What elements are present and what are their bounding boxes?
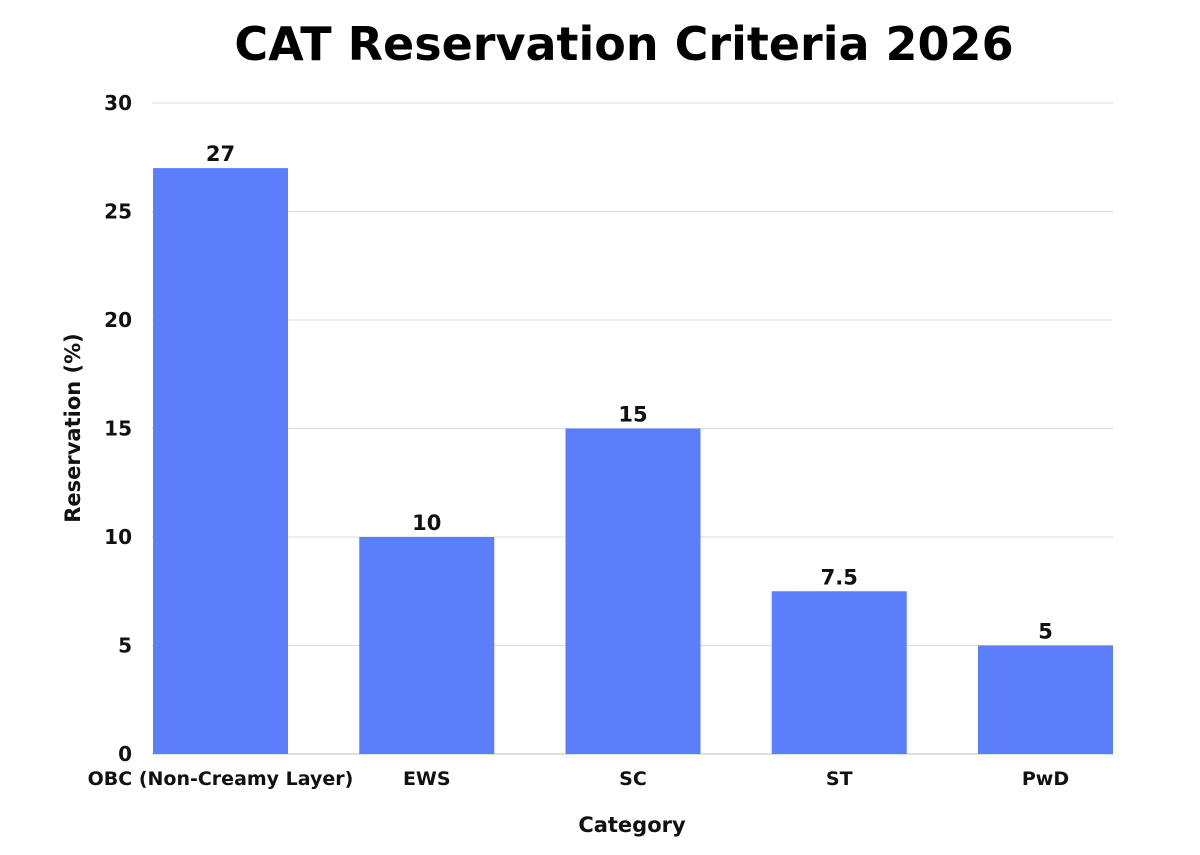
data-label-4: 5: [1038, 620, 1053, 644]
data-label-1: 10: [412, 511, 441, 535]
y-tick-label-10: 10: [104, 525, 132, 549]
y-axis-ticks: 0 5 10 15 20 25 30: [104, 91, 132, 766]
bar-st: [771, 591, 907, 754]
y-tick-label-25: 25: [104, 200, 132, 224]
bar-pwd: [978, 645, 1113, 754]
x-tick-label-2: SC: [619, 768, 647, 790]
x-tick-label-3: ST: [826, 768, 853, 790]
bars: [153, 168, 1113, 755]
bar-obc-non-creamy-layer: [153, 168, 288, 755]
x-axis-title: Category: [578, 813, 686, 837]
x-tick-label-1: EWS: [403, 768, 451, 790]
x-tick-label-4: PwD: [1022, 768, 1069, 790]
y-tick-label-0: 0: [118, 742, 132, 766]
chart-title: CAT Reservation Criteria 2026: [234, 17, 1013, 71]
y-tick-label-15: 15: [104, 417, 132, 441]
y-tick-label-30: 30: [104, 91, 132, 115]
bar-ews: [359, 537, 495, 754]
bar-sc: [565, 428, 701, 754]
data-labels: 27 10 15 7.5 5: [206, 142, 1053, 643]
y-tick-label-5: 5: [118, 634, 132, 658]
y-axis-title: Reservation (%): [61, 333, 85, 523]
data-label-3: 7.5: [821, 565, 858, 589]
x-axis-ticks: OBC (Non-Creamy Layer) EWS SC ST PwD: [88, 768, 1069, 790]
data-label-0: 27: [206, 142, 235, 166]
x-tick-label-0: OBC (Non-Creamy Layer): [88, 768, 354, 790]
y-tick-label-20: 20: [104, 308, 132, 332]
data-label-2: 15: [618, 403, 647, 427]
